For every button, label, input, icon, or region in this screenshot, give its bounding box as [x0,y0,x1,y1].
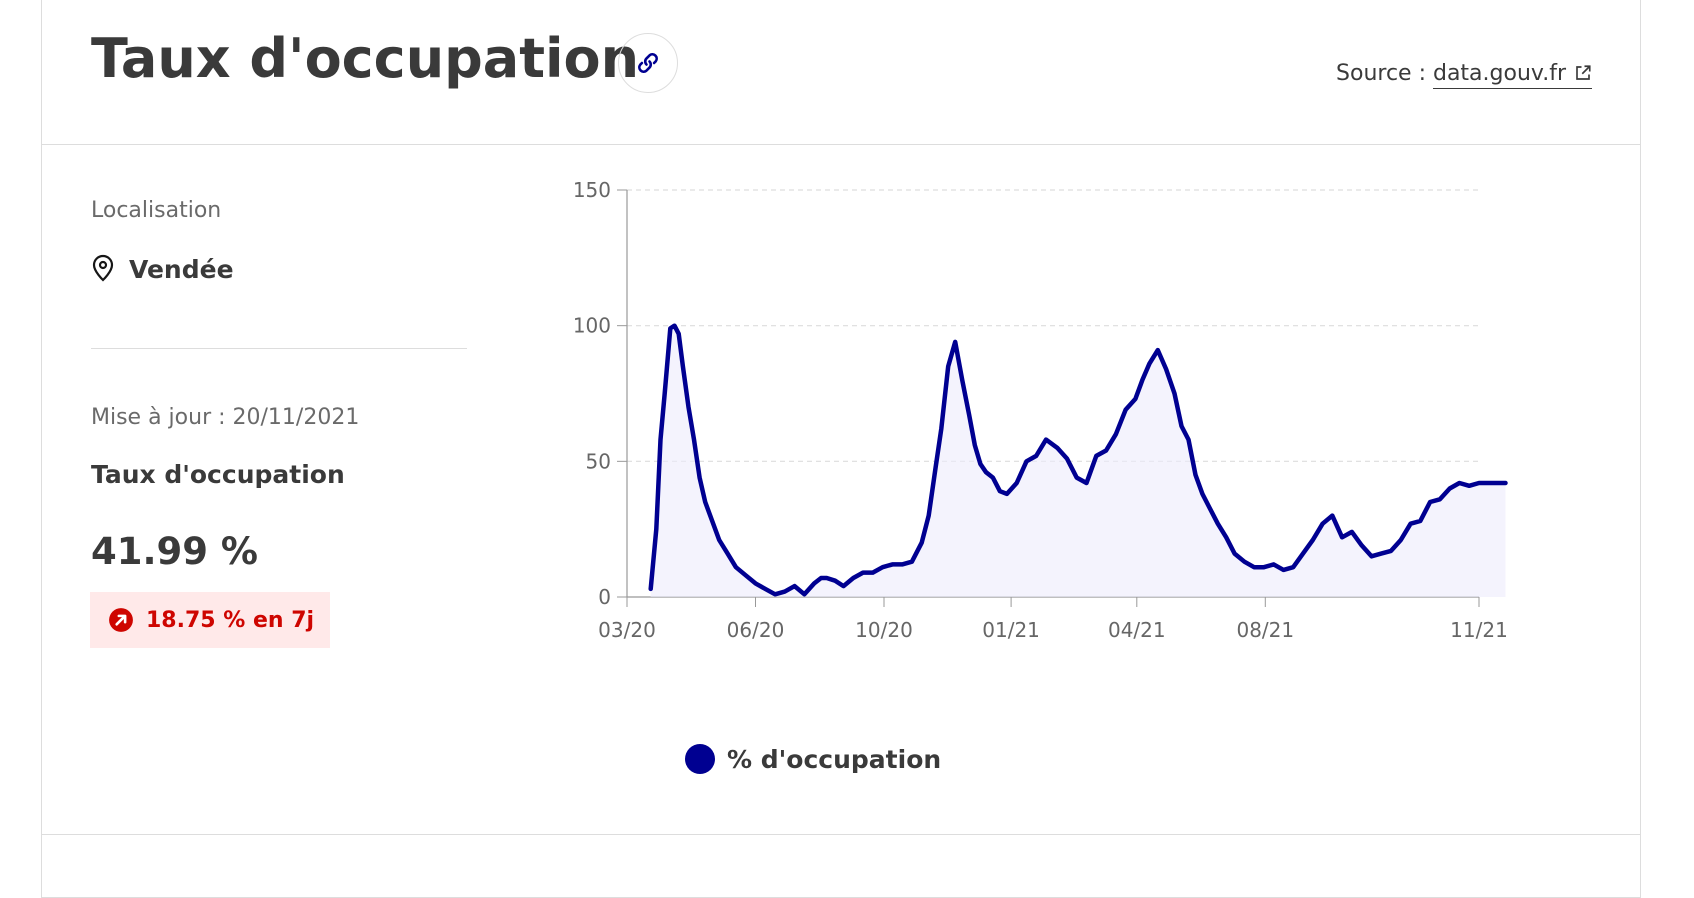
external-link-icon [1574,64,1592,82]
y-tick-label: 50 [586,449,611,473]
trend-value: 18.75 % en 7j [146,608,314,633]
y-tick-label: 100 [573,314,611,338]
x-tick-label: 08/21 [1236,618,1294,642]
source-prefix: Source : [1336,61,1426,86]
divider [91,348,467,349]
map-pin-icon [91,254,115,284]
trend-badge: 18.75 % en 7j [90,592,330,648]
legend-label: % d'occupation [727,745,941,774]
x-tick-label: 04/21 [1108,618,1166,642]
location-value: Vendée [129,255,234,284]
legend-marker [685,744,715,774]
y-tick-label: 0 [598,585,611,609]
copy-link-button[interactable] [618,33,678,93]
occupancy-chart: 0 50 100 150 03/20 06/20 10/20 01/21 04/21 08/21 1… [572,179,1632,699]
link-icon [635,50,661,76]
x-tick-label: 03/20 [598,618,656,642]
source-link-label: data.gouv.fr [1433,61,1566,86]
page-title: Taux d'occupation [91,27,639,90]
location-value-row: Vendée [91,254,234,284]
source-attribution: Source : data.gouv.fr [1336,61,1592,86]
section-divider [42,834,1640,835]
y-tick-label: 150 [573,179,611,202]
x-tick-label: 01/21 [982,618,1040,642]
arrow-up-right-icon [108,607,134,633]
source-link[interactable]: data.gouv.fr [1433,61,1592,89]
x-tick-label: 10/20 [855,618,913,642]
chart-legend: % d'occupation [685,744,941,774]
metric-value: 41.99 % [91,530,258,573]
location-label: Localisation [91,198,221,223]
occupancy-card: Taux d'occupation Source : data.gouv.fr … [41,0,1641,898]
card-header: Taux d'occupation Source : data.gouv.fr [42,0,1640,145]
x-tick-label: 11/21 [1450,618,1508,642]
update-date: Mise à jour : 20/11/2021 [91,405,359,430]
x-tick-label: 06/20 [727,618,785,642]
chart-svg: 0 50 100 150 03/20 06/20 10/20 01/21 04/21 08/21 1… [572,179,1632,699]
metric-title: Taux d'occupation [91,460,345,489]
